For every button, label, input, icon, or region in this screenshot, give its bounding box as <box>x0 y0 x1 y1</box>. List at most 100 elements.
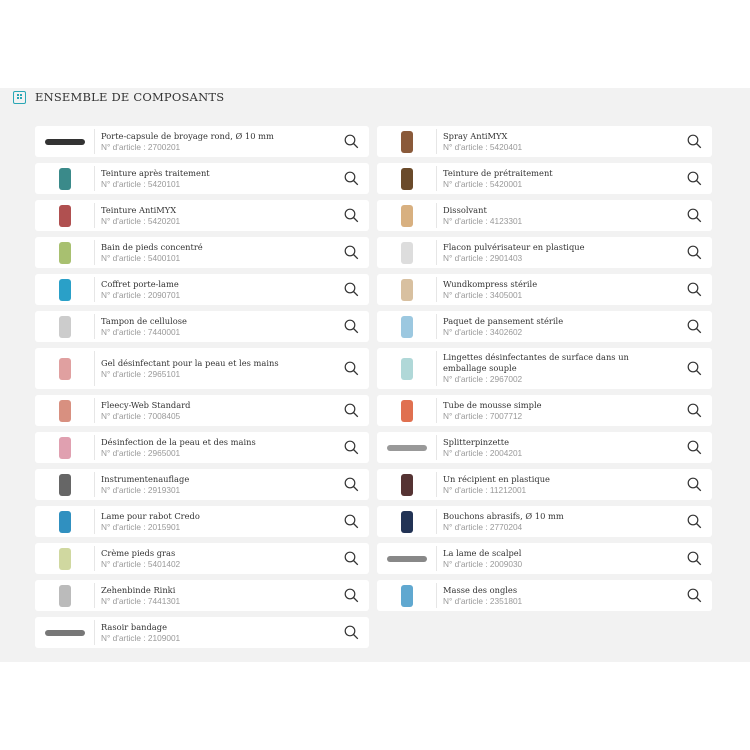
product-thumbnail[interactable] <box>377 509 437 534</box>
magnifier-icon[interactable] <box>676 432 712 463</box>
product-name[interactable]: Crème pieds gras <box>101 547 176 558</box>
product-thumbnail[interactable] <box>35 546 95 571</box>
magnifier-icon[interactable] <box>333 432 369 463</box>
component-card[interactable]: Teinture de prétraitement N° d'article :… <box>377 163 712 194</box>
product-thumbnail[interactable] <box>35 583 95 608</box>
product-name[interactable]: Masse des ongles <box>443 584 518 595</box>
magnifier-icon[interactable] <box>333 237 369 268</box>
magnifier-icon[interactable] <box>676 580 712 611</box>
component-card[interactable]: Instrumentenauflage N° d'article : 29193… <box>35 469 369 500</box>
component-card[interactable]: Bain de pieds concentré N° d'article : 5… <box>35 237 369 268</box>
component-card[interactable]: Tube de mousse simple N° d'article : 700… <box>377 395 712 426</box>
product-name[interactable]: Rasoir bandage <box>101 621 167 632</box>
product-name[interactable]: Tube de mousse simple <box>443 399 542 410</box>
component-card[interactable]: Gel désinfectant pour la peau et les mai… <box>35 348 369 389</box>
product-name[interactable]: Désinfection de la peau et des mains <box>101 436 256 447</box>
product-name[interactable]: Tampon de cellulose <box>101 315 187 326</box>
product-name[interactable]: Bouchons abrasifs, Ø 10 mm <box>443 510 564 521</box>
component-card[interactable]: Paquet de pansement stérile N° d'article… <box>377 311 712 342</box>
component-card[interactable]: Fleecy-Web Standard N° d'article : 70084… <box>35 395 369 426</box>
product-thumbnail[interactable] <box>35 203 95 228</box>
product-name[interactable]: Bain de pieds concentré <box>101 241 203 252</box>
product-thumbnail[interactable] <box>377 398 437 423</box>
component-card[interactable]: Teinture après traitement N° d'article :… <box>35 163 369 194</box>
product-thumbnail[interactable] <box>377 435 437 460</box>
product-name[interactable]: Wundkompress stérile <box>443 278 538 289</box>
product-thumbnail[interactable] <box>35 129 95 154</box>
magnifier-icon[interactable] <box>676 200 712 231</box>
magnifier-icon[interactable] <box>676 506 712 537</box>
component-card[interactable]: Zehenbinde Rinki N° d'article : 7441301 <box>35 580 369 611</box>
product-thumbnail[interactable] <box>35 240 95 265</box>
component-card[interactable]: Wundkompress stérile N° d'article : 3405… <box>377 274 712 305</box>
product-name[interactable]: Coffret porte-lame <box>101 278 179 289</box>
component-card[interactable]: Porte-capsule de broyage rond, Ø 10 mm N… <box>35 126 369 157</box>
component-card[interactable]: Masse des ongles N° d'article : 2351801 <box>377 580 712 611</box>
product-name[interactable]: Gel désinfectant pour la peau et les mai… <box>101 357 279 368</box>
component-card[interactable]: Flacon pulvérisateur en plastique N° d'a… <box>377 237 712 268</box>
product-name[interactable]: Paquet de pansement stérile <box>443 315 564 326</box>
product-name[interactable]: Splitterpinzette <box>443 436 510 447</box>
magnifier-icon[interactable] <box>333 580 369 611</box>
component-card[interactable]: Un récipient en plastique N° d'article :… <box>377 469 712 500</box>
product-thumbnail[interactable] <box>377 546 437 571</box>
component-card[interactable]: Lame pour rabot Credo N° d'article : 201… <box>35 506 369 537</box>
product-name[interactable]: Instrumentenauflage <box>101 473 190 484</box>
magnifier-icon[interactable] <box>676 395 712 426</box>
product-thumbnail[interactable] <box>35 166 95 191</box>
magnifier-icon[interactable] <box>333 617 369 648</box>
component-card[interactable]: Crème pieds gras N° d'article : 5401402 <box>35 543 369 574</box>
component-card[interactable]: Désinfection de la peau et des mains N° … <box>35 432 369 463</box>
product-name[interactable]: Dissolvant <box>443 204 487 215</box>
component-card[interactable]: Bouchons abrasifs, Ø 10 mm N° d'article … <box>377 506 712 537</box>
product-name[interactable]: Flacon pulvérisateur en plastique <box>443 241 585 252</box>
product-thumbnail[interactable] <box>35 351 95 386</box>
component-card[interactable]: Rasoir bandage N° d'article : 2109001 <box>35 617 369 648</box>
component-card[interactable]: Tampon de cellulose N° d'article : 74400… <box>35 311 369 342</box>
product-name[interactable]: Lingettes désinfectantes de surface dans… <box>443 352 629 373</box>
product-name[interactable]: Teinture de prétraitement <box>443 167 553 178</box>
magnifier-icon[interactable] <box>333 469 369 500</box>
product-thumbnail[interactable] <box>377 166 437 191</box>
product-thumbnail[interactable] <box>377 277 437 302</box>
product-thumbnail[interactable] <box>377 351 437 386</box>
product-thumbnail[interactable] <box>35 277 95 302</box>
product-name[interactable]: Un récipient en plastique <box>443 473 550 484</box>
product-name[interactable]: Spray AntiMYX <box>443 130 508 141</box>
product-thumbnail[interactable] <box>35 398 95 423</box>
magnifier-icon[interactable] <box>676 469 712 500</box>
magnifier-icon[interactable] <box>333 200 369 231</box>
magnifier-icon[interactable] <box>333 126 369 157</box>
magnifier-icon[interactable] <box>333 506 369 537</box>
magnifier-icon[interactable] <box>333 311 369 342</box>
product-thumbnail[interactable] <box>377 240 437 265</box>
product-name[interactable]: La lame de scalpel <box>443 547 522 558</box>
product-name[interactable]: Porte-capsule de broyage rond, Ø 10 mm <box>101 130 274 141</box>
product-thumbnail[interactable] <box>35 435 95 460</box>
magnifier-icon[interactable] <box>676 274 712 305</box>
product-thumbnail[interactable] <box>35 509 95 534</box>
magnifier-icon[interactable] <box>333 543 369 574</box>
magnifier-icon[interactable] <box>333 395 369 426</box>
product-thumbnail[interactable] <box>35 472 95 497</box>
component-card[interactable]: Spray AntiMYX N° d'article : 5420401 <box>377 126 712 157</box>
component-card[interactable]: Splitterpinzette N° d'article : 2004201 <box>377 432 712 463</box>
magnifier-icon[interactable] <box>333 348 369 389</box>
product-name[interactable]: Zehenbinde Rinki <box>101 584 176 595</box>
magnifier-icon[interactable] <box>333 163 369 194</box>
magnifier-icon[interactable] <box>676 348 712 389</box>
component-card[interactable]: Lingettes désinfectantes de surface dans… <box>377 348 712 389</box>
product-thumbnail[interactable] <box>377 203 437 228</box>
component-card[interactable]: Dissolvant N° d'article : 4123301 <box>377 200 712 231</box>
product-name[interactable]: Teinture AntiMYX <box>101 204 177 215</box>
component-card[interactable]: Teinture AntiMYX N° d'article : 5420201 <box>35 200 369 231</box>
product-name[interactable]: Teinture après traitement <box>101 167 210 178</box>
magnifier-icon[interactable] <box>676 126 712 157</box>
product-thumbnail[interactable] <box>377 472 437 497</box>
magnifier-icon[interactable] <box>676 543 712 574</box>
product-name[interactable]: Fleecy-Web Standard <box>101 399 191 410</box>
magnifier-icon[interactable] <box>676 237 712 268</box>
product-thumbnail[interactable] <box>35 314 95 339</box>
product-thumbnail[interactable] <box>377 314 437 339</box>
component-card[interactable]: La lame de scalpel N° d'article : 200903… <box>377 543 712 574</box>
